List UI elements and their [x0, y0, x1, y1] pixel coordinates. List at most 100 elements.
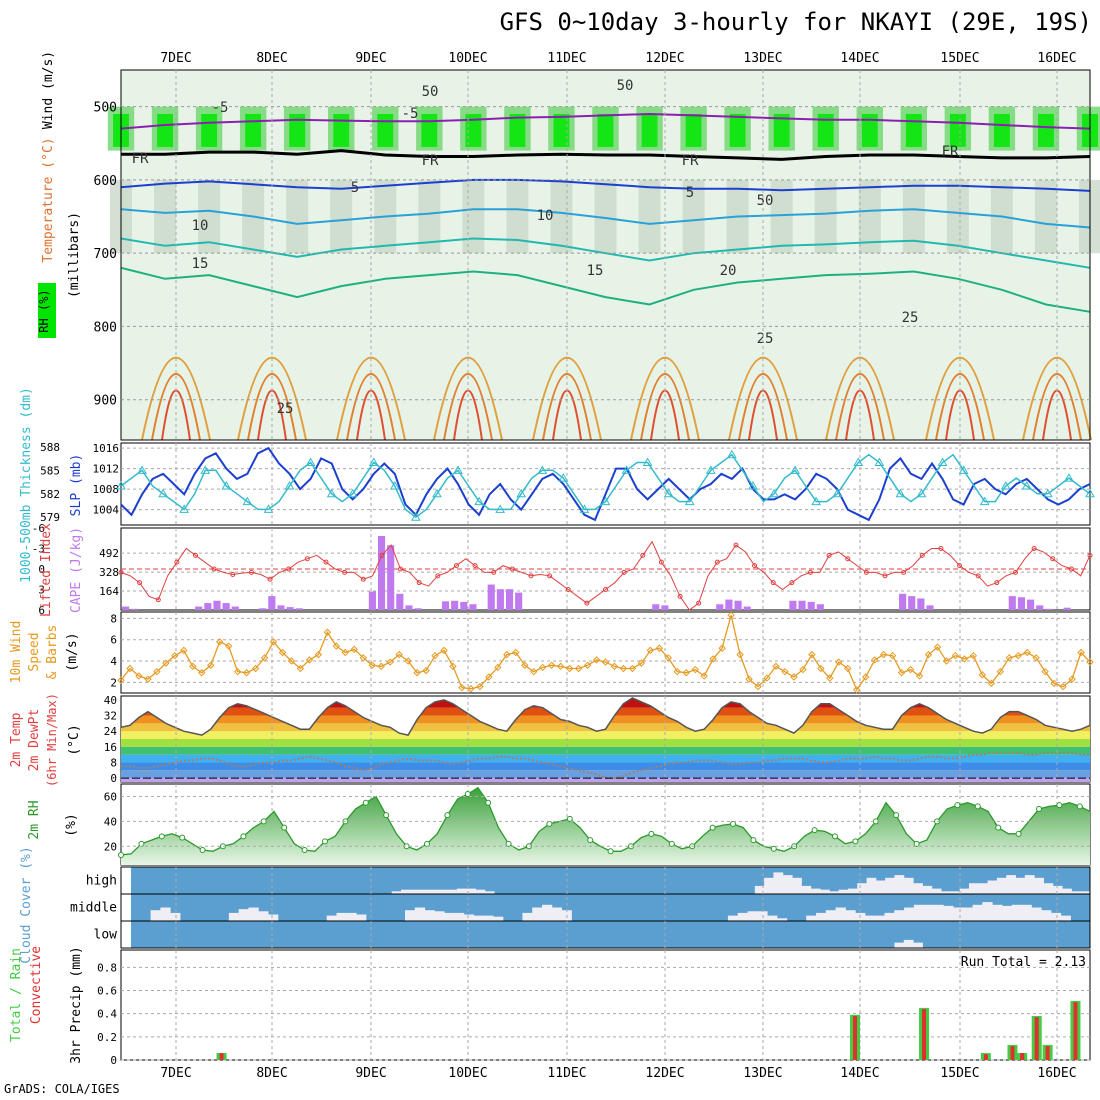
cloud-cell: [238, 909, 249, 921]
contour-label: -5: [212, 100, 229, 116]
wind-marker: [682, 669, 690, 677]
cape-bar: [899, 593, 907, 610]
thickness-marker: [1064, 473, 1074, 482]
wind-marker: [233, 667, 242, 676]
thickness-marker: [684, 496, 695, 506]
top-xtick: 12DEC: [645, 51, 684, 66]
thickness-marker: [116, 480, 126, 490]
wind-marker: [323, 628, 332, 636]
contour-label: 50: [757, 193, 774, 209]
temp-tick: 0: [110, 772, 117, 785]
precip-conv-bar: [983, 1054, 988, 1060]
cloud-cell: [992, 904, 1003, 921]
rh-marker: [832, 833, 838, 840]
cape-bar: [487, 584, 495, 610]
wind-marker: [547, 661, 556, 669]
slp-ylabel-thickness: 1000-500mb Thickness (dm): [19, 387, 34, 583]
rh-cell-mid: [506, 179, 529, 254]
wind-marker: [646, 646, 655, 655]
wind-marker: [996, 667, 1004, 676]
contour-label: 25: [757, 331, 774, 347]
cloud-cell: [959, 888, 970, 894]
cape-bar: [716, 604, 724, 610]
li-marker: [733, 542, 739, 548]
wind-marker: [987, 679, 996, 688]
wind-frame: [120, 611, 1091, 694]
rh-marker: [607, 848, 614, 855]
thickness-marker: [411, 512, 421, 521]
rh-cell-mid: [902, 179, 925, 254]
wind-marker: [870, 656, 879, 664]
bottom-xtick: 11DEC: [547, 1066, 586, 1081]
rh-area: [121, 787, 1090, 865]
rh-marker: [811, 827, 818, 834]
rh-cell-high: [157, 113, 173, 147]
wind-marker: [314, 650, 323, 659]
rh-marker: [199, 847, 206, 854]
wind-marker: [835, 658, 843, 666]
cape-bar: [743, 606, 751, 610]
cloud-cell: [1071, 891, 1082, 894]
wind-marker: [565, 664, 574, 673]
cape-bar: [222, 603, 230, 610]
cape-bar: [734, 600, 742, 610]
rh-cell-high: [201, 113, 218, 147]
wind-marker: [906, 665, 915, 674]
thick-tick: 588: [40, 441, 60, 454]
rh-cell-high: [641, 113, 658, 147]
wind-marker: [772, 662, 780, 671]
wind-marker: [709, 655, 717, 663]
li-marker: [882, 573, 888, 579]
precip-ylabel: 3hr Precip (mm): [69, 946, 84, 1063]
li-marker: [211, 566, 217, 572]
wind-marker: [224, 642, 233, 650]
li-marker: [807, 569, 813, 575]
temp-band: [121, 770, 1090, 779]
rh-marker: [118, 852, 124, 859]
rh-cell-high: [509, 113, 526, 147]
warm-loop: [237, 356, 307, 441]
cloud-cell: [885, 877, 895, 894]
wind-marker: [521, 661, 529, 669]
wind-marker: [1077, 648, 1085, 657]
rh-marker: [770, 845, 777, 852]
thickness-marker: [727, 449, 737, 459]
cloud-cell: [874, 915, 885, 921]
temp-band: [121, 698, 1090, 700]
cape-bar: [441, 601, 450, 610]
wind-marker: [189, 662, 197, 671]
rh-marker: [281, 824, 288, 831]
cloud-cell: [773, 872, 784, 894]
cape-bar: [213, 600, 221, 610]
top-xtick: 10DEC: [448, 51, 487, 66]
wind-marker: [969, 651, 978, 660]
warm-loop: [336, 356, 406, 441]
thickness-marker: [895, 488, 906, 498]
temp-ylabel-3: (6hr Min/Max): [45, 693, 59, 787]
cloud-tick: low: [94, 928, 118, 943]
precip-legend-total: Total / Rain: [9, 948, 24, 1042]
precip-conv-bar: [922, 1009, 927, 1060]
thickness-marker: [1000, 480, 1011, 490]
wind-marker: [601, 658, 610, 666]
thickness-marker: [200, 465, 211, 474]
wind-marker: [673, 667, 681, 676]
wind-marker: [494, 663, 502, 672]
cloud-cell: [845, 910, 856, 921]
contour-label: FR: [942, 144, 959, 160]
precip-conv-bar: [1020, 1053, 1025, 1060]
precip-conv-bar: [1073, 1002, 1078, 1060]
rh-cell-mid: [638, 179, 661, 254]
contour-label: 20: [720, 263, 737, 279]
thickness-marker: [242, 496, 253, 506]
rh-cell-high: [861, 113, 878, 147]
cape-bar: [789, 600, 797, 610]
wind-marker: [512, 648, 520, 657]
wind-marker: [251, 664, 260, 673]
li-marker: [379, 552, 385, 558]
precip-conv-bar: [219, 1053, 224, 1060]
thickness-marker: [263, 504, 274, 513]
cloud-cell: [463, 914, 474, 921]
contour-label: 50: [617, 78, 634, 94]
cape-tick: 492: [99, 547, 119, 560]
